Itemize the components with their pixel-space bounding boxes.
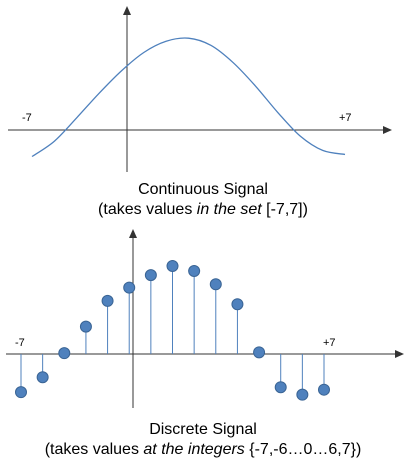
discrete-title: Discrete Signal: [149, 421, 257, 438]
discrete-sample-point: [166, 260, 179, 273]
discrete-sample-point: [58, 347, 71, 360]
continuous-y-arrow: [123, 6, 131, 15]
discrete-sample-point: [253, 346, 266, 359]
continuous-left-label: -7: [22, 112, 32, 124]
discrete-sample-point: [231, 298, 244, 311]
discrete-sample-point: [318, 383, 330, 396]
discrete-sample-point: [296, 388, 309, 401]
continuous-x-arrow: [383, 126, 392, 134]
discrete-x-arrow: [395, 350, 404, 358]
discrete-subtitle: (takes values at the integers {-7,-6…0…6…: [44, 441, 362, 458]
discrete-y-arrow: [129, 229, 137, 238]
discrete-sample-point: [15, 386, 27, 399]
discrete-caption: Discrete Signal (takes values at the int…: [0, 420, 406, 460]
continuous-caption: Continuous Signal (takes values in the s…: [0, 180, 406, 220]
continuous-subtitle: (takes values in the set [-7,7]): [98, 201, 308, 218]
continuous-right-label: +7: [339, 112, 352, 124]
continuous-title: Continuous Signal: [138, 181, 268, 198]
discrete-left-label: -7: [15, 337, 25, 349]
discrete-sample-point: [274, 381, 287, 394]
continuous-signal-curve: [31, 37, 346, 158]
discrete-sample-point: [144, 269, 157, 282]
discrete-sample-point: [79, 320, 92, 333]
discrete-sample-point: [209, 278, 222, 291]
discrete-signal-plot: -7 +7: [6, 229, 404, 408]
discrete-sample-point: [188, 265, 201, 277]
discrete-sample-point: [101, 294, 114, 307]
discrete-sample-point: [36, 371, 49, 384]
discrete-sample-point: [123, 281, 136, 294]
discrete-right-label: +7: [323, 337, 336, 349]
discrete-stems: [15, 260, 330, 401]
continuous-signal-plot: -7 +7: [8, 6, 392, 172]
